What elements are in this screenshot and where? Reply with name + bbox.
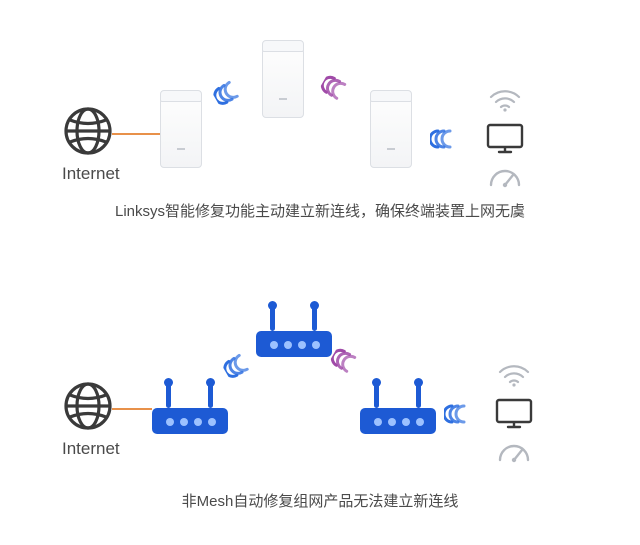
mesh-node-icon [370, 90, 412, 168]
monitor-icon [494, 397, 534, 434]
wifi-signal-icon [430, 123, 462, 160]
caption-2: 非Mesh自动修复组网产品无法建立新连线 [0, 490, 640, 511]
globe-icon [62, 105, 114, 157]
internet-group: Internet [62, 105, 120, 184]
globe-icon [62, 380, 114, 432]
ethernet-wire [112, 408, 152, 410]
internet-label: Internet [62, 164, 120, 184]
end-devices-group [494, 360, 534, 471]
end-devices-group [485, 85, 525, 196]
diagram-panel-2: Internet [0, 290, 640, 470]
legacy-router-icon [256, 305, 332, 357]
wifi-signal-icon [313, 67, 359, 115]
ethernet-wire [112, 133, 160, 135]
gauge-icon [487, 163, 523, 196]
wifi-icon [487, 85, 523, 118]
monitor-icon [485, 122, 525, 159]
mesh-node-icon [160, 90, 202, 168]
internet-label: Internet [62, 439, 120, 459]
internet-group: Internet [62, 380, 120, 459]
legacy-router-icon [360, 382, 436, 434]
legacy-router-icon [152, 382, 228, 434]
mesh-node-icon [262, 40, 304, 118]
wifi-signal-icon [444, 398, 476, 435]
gauge-icon [496, 438, 532, 471]
wifi-icon [496, 360, 532, 393]
wifi-signal-icon [208, 69, 254, 117]
diagram-panel-1: Internet [0, 15, 640, 195]
caption-1: Linksys智能修复功能主动建立新连线，确保终端装置上网无虞 [0, 200, 640, 221]
